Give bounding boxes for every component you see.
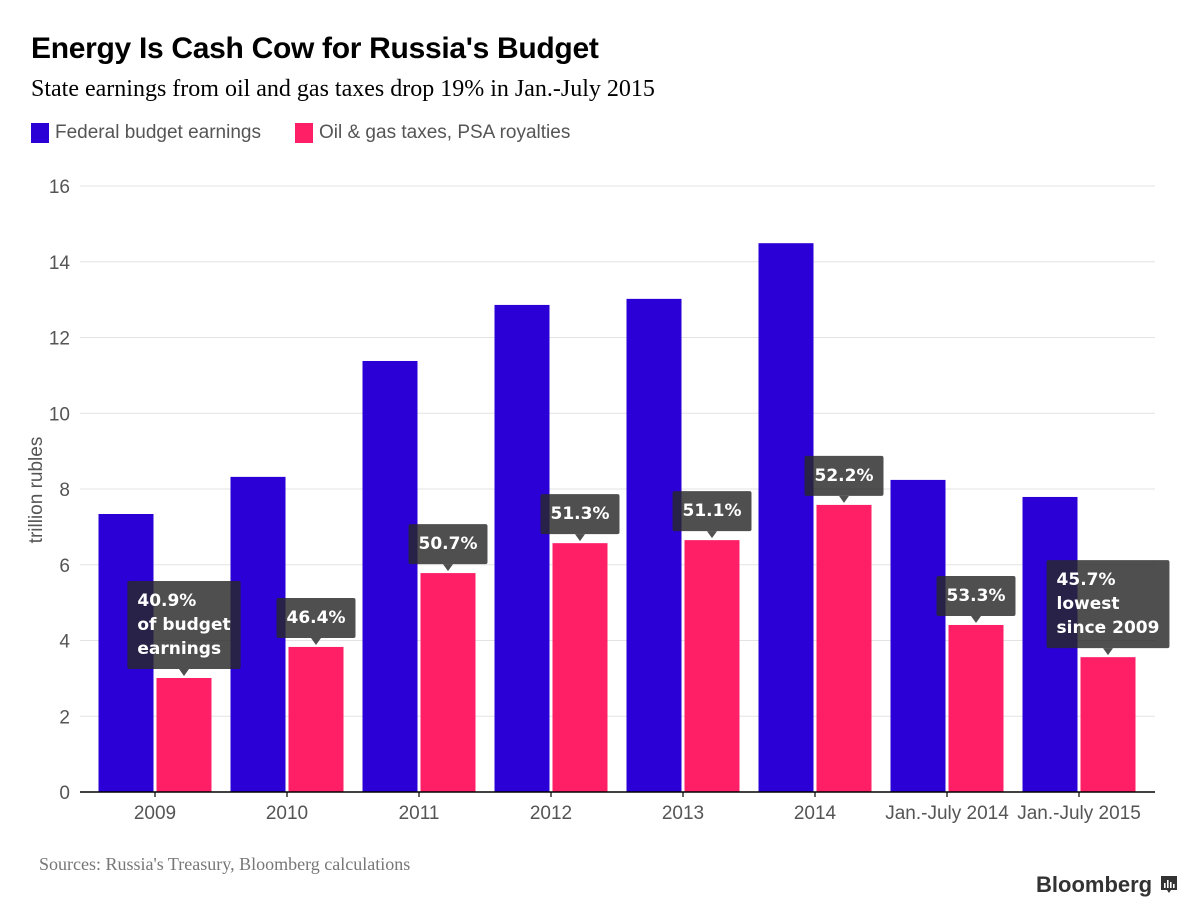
annotation-callout: 50.7%: [408, 524, 488, 572]
x-axis: 2009 2010 2011 2012 2013 2014 Jan.-July 2014 Ja…: [80, 791, 1155, 824]
bar-oil-gas-taxes: [684, 540, 740, 792]
annotation-pointer: [839, 495, 849, 503]
x-tick-label: Jan.-July 2014: [885, 803, 1009, 824]
x-tick-label: 2014: [794, 803, 837, 824]
annotation-text: since 2009: [1057, 618, 1160, 638]
bar-federal-budget: [362, 360, 418, 792]
y-tick-label: 16: [49, 177, 70, 198]
annotation-pointer: [311, 637, 321, 645]
x-tick-label: 2009: [134, 803, 176, 824]
annotation-callout: 53.3%: [936, 575, 1016, 623]
annotation-pointer: [575, 534, 585, 542]
y-tick-label: 8: [59, 480, 70, 501]
annotation-callout: 51.3%: [540, 494, 620, 542]
y-tick-label: 0: [59, 783, 70, 804]
chart-title: Energy Is Cash Cow for Russia's Budget: [31, 32, 599, 65]
annotation-text: 53.3%: [947, 586, 1006, 606]
annotations: 40.9% of budget earnings 46.4% 50.7% 51.3% 51.…: [127, 455, 1170, 676]
chart-subtitle: State earnings from oil and gas taxes dr…: [31, 76, 655, 102]
annotation-box: [127, 580, 241, 669]
annotation-box: [936, 575, 1016, 616]
annotation-pointer: [179, 668, 189, 676]
x-tick-label: 2012: [530, 803, 572, 824]
y-tick-label: 6: [59, 556, 70, 577]
annotation-callout: 45.7% lowest since 2009: [1046, 560, 1170, 656]
annotation-text: 50.7%: [419, 534, 478, 554]
x-tick-label: 2011: [399, 803, 440, 824]
annotation-box: [672, 491, 752, 532]
bar-oil-gas-taxes: [816, 504, 872, 792]
annotation-pointer: [443, 564, 453, 572]
y-axis-label: trillion rubles: [26, 437, 47, 544]
annotation-callout: 40.9% of budget earnings: [127, 580, 241, 676]
bar-oil-gas-taxes: [156, 677, 212, 792]
bar-oil-gas-taxes: [420, 573, 476, 792]
annotation-pointer: [971, 615, 981, 623]
annotation-box: [408, 524, 488, 565]
legend: Federal budget earnings Oil & gas taxes,…: [31, 122, 604, 144]
y-tick-label: 2: [59, 707, 70, 728]
annotation-box: [1046, 560, 1170, 649]
annotation-callout: 52.2%: [804, 455, 884, 503]
legend-swatch-federal: [31, 123, 49, 143]
legend-label-oil-gas: Oil & gas taxes, PSA royalties: [318, 122, 571, 143]
bloomberg-chart-bubble-icon: [1161, 876, 1178, 893]
x-tick-label: 2013: [662, 803, 704, 824]
y-axis-ticks: 0 2 4 6 8 10 12 14 16: [49, 177, 71, 804]
annotation-text: lowest: [1057, 594, 1120, 614]
bloomberg-logo: Bloomberg: [1036, 872, 1178, 898]
y-tick-label: 4: [59, 632, 70, 653]
bar-federal-budget: [494, 304, 550, 792]
annotation-callout: 46.4%: [276, 597, 356, 645]
x-tick-label: Jan.-July 2015: [1017, 803, 1141, 824]
bar-federal-budget: [890, 479, 946, 792]
annotation-box: [540, 494, 620, 535]
annotation-text: 46.4%: [287, 608, 346, 628]
annotation-box: [276, 597, 356, 638]
annotation-text: 40.9%: [137, 591, 196, 611]
annotation-pointer: [1103, 648, 1113, 656]
bar-oil-gas-taxes: [948, 624, 1004, 792]
annotation-text: 51.1%: [683, 501, 742, 521]
annotation-callout: 51.1%: [672, 491, 752, 539]
bar-oil-gas-taxes: [1080, 657, 1136, 792]
y-tick-label: 14: [49, 253, 71, 274]
brand-name: Bloomberg: [1036, 872, 1153, 897]
legend-swatch-oil-gas: [294, 123, 313, 143]
annotation-text: 51.3%: [551, 504, 610, 524]
bar-oil-gas-taxes: [288, 646, 344, 792]
bars: [98, 243, 1136, 792]
legend-item-federal: Federal budget earnings: [31, 122, 261, 144]
legend-item-oil-gas: Oil & gas taxes, PSA royalties: [294, 122, 571, 144]
x-tick-label: 2010: [266, 803, 308, 824]
bar-oil-gas-taxes: [552, 543, 608, 792]
annotation-text: 45.7%: [1057, 570, 1116, 590]
source-note: Sources: Russia's Treasury, Bloomberg ca…: [39, 854, 411, 874]
bar-federal-budget: [758, 243, 814, 792]
annotation-pointer: [707, 531, 717, 539]
annotation-text: 52.2%: [815, 466, 874, 486]
bar-federal-budget: [626, 298, 682, 792]
annotation-text: earnings: [137, 639, 221, 659]
y-tick-label: 12: [49, 329, 70, 350]
y-tick-label: 10: [49, 404, 70, 425]
legend-label-federal: Federal budget earnings: [55, 122, 261, 143]
annotation-text: of budget: [137, 615, 230, 635]
annotation-box: [804, 455, 884, 496]
